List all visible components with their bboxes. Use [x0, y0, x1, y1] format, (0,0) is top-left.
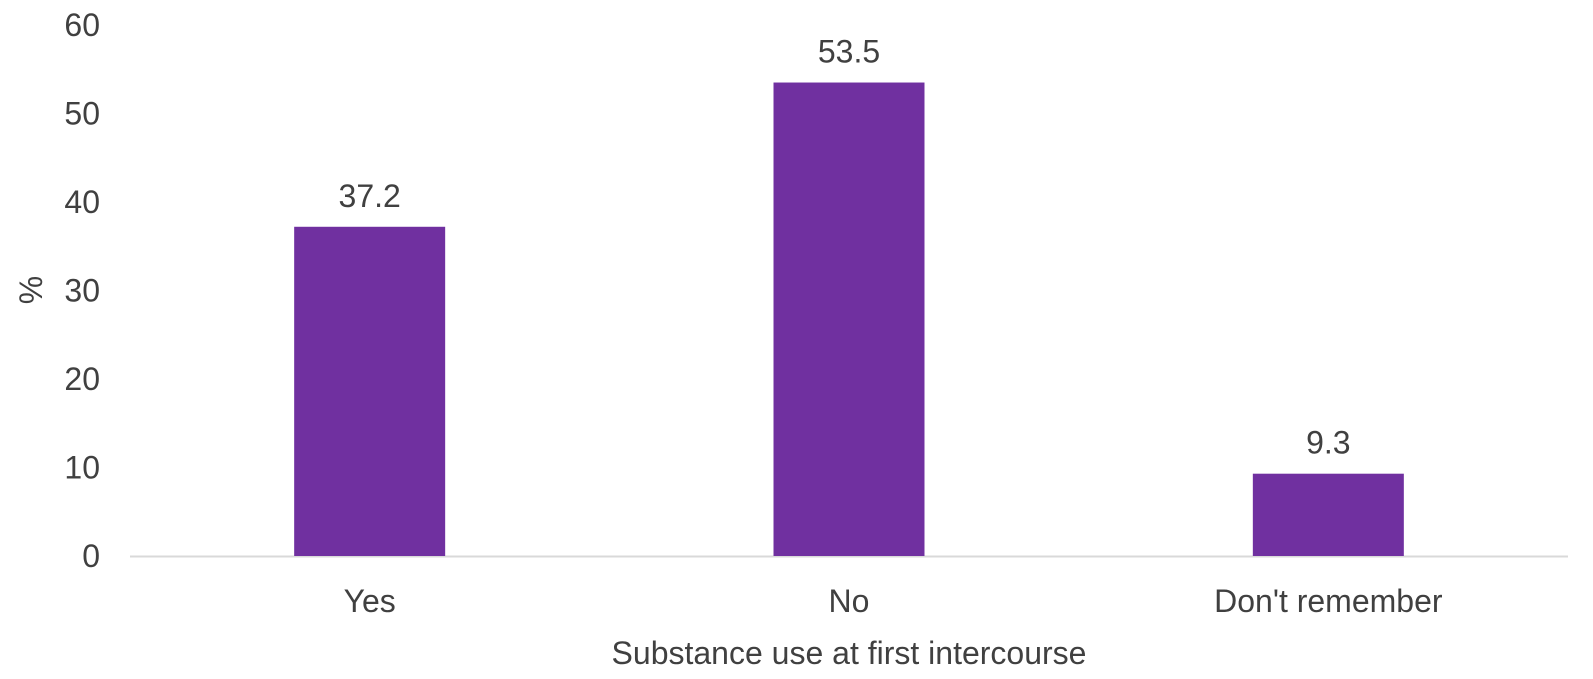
data-label-1: 53.5: [818, 34, 880, 70]
y-tick-label: 60: [64, 7, 100, 43]
bar-2: [1252, 473, 1404, 556]
y-axis-title: %: [13, 276, 49, 304]
x-axis-title: Substance use at first intercourse: [612, 635, 1087, 671]
bar-0: [294, 226, 446, 556]
y-tick-label: 50: [64, 96, 100, 132]
category-label-0: Yes: [344, 583, 396, 619]
y-tick-label: 20: [64, 361, 100, 397]
y-axis-ticks: 0 10 20 30 40 50 60: [64, 7, 100, 574]
data-labels: 37.2 53.5 9.3: [339, 34, 1351, 461]
y-tick-label: 30: [64, 273, 100, 309]
data-label-0: 37.2: [339, 178, 401, 214]
bar-1: [773, 82, 925, 557]
category-label-2: Don't remember: [1214, 583, 1443, 619]
category-labels: Yes No Don't remember: [344, 583, 1443, 619]
data-label-2: 9.3: [1306, 425, 1350, 461]
y-tick-label: 10: [64, 450, 100, 486]
y-tick-label: 40: [64, 184, 100, 220]
bars: [294, 82, 1404, 557]
y-tick-label: 0: [82, 538, 100, 574]
category-label-1: No: [829, 583, 870, 619]
